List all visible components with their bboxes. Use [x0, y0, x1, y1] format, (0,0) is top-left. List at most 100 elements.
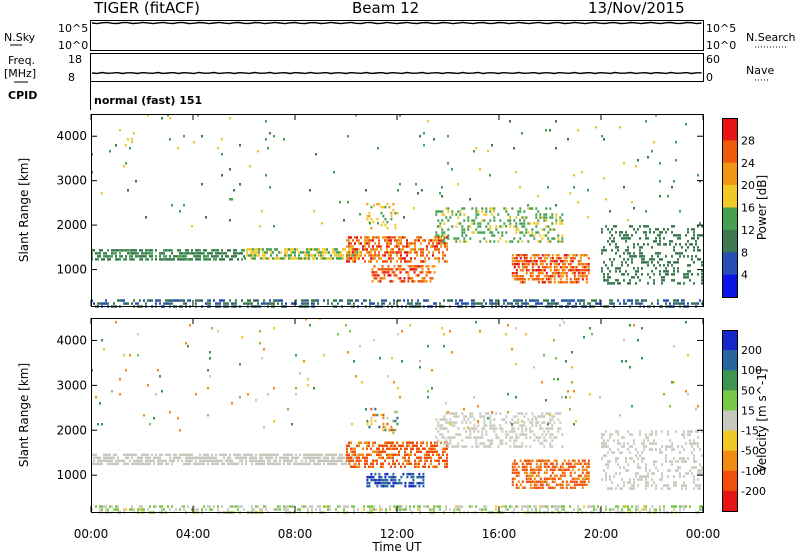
cell-r3 [398, 481, 401, 485]
cell-r6 [511, 468, 514, 471]
cell-r1 [199, 249, 201, 252]
cell-r0 [461, 299, 463, 302]
cell-r5 [370, 217, 373, 221]
cell-r8 [669, 261, 671, 264]
cell-r1 [169, 456, 171, 460]
cell-r8 [631, 405, 633, 408]
cell-r1 [129, 453, 131, 457]
cell-r0 [677, 299, 679, 302]
cell-r1 [143, 252, 145, 255]
cell-r2 [396, 459, 398, 462]
cell-r0 [229, 299, 231, 302]
cell-r4 [415, 268, 418, 271]
cell-r0 [579, 302, 581, 305]
cell-r8 [553, 339, 555, 342]
cell-r7 [563, 257, 566, 260]
cell-r2 [408, 444, 410, 447]
cell-r8 [629, 237, 631, 240]
nsearch-tick-top: 10^5 [706, 22, 737, 35]
colorbar-swatch [722, 390, 737, 411]
cell-r4 [392, 428, 395, 432]
cell-r2 [438, 453, 440, 456]
cell-r1 [329, 453, 331, 457]
cell-r5 [455, 421, 458, 424]
cell-r8 [603, 273, 605, 276]
cell-r0 [281, 299, 283, 302]
cell-r1 [149, 462, 151, 466]
cell-r0 [553, 505, 555, 508]
cell-r3 [420, 481, 423, 485]
cell-r6 [583, 477, 586, 480]
cell-r2 [446, 456, 448, 459]
cell-r6 [467, 216, 470, 219]
cell-r6 [541, 480, 544, 483]
cell-r3 [378, 254, 380, 257]
cell-r6 [441, 231, 444, 234]
cell-r4 [389, 268, 392, 271]
cell-r9 [659, 195, 661, 198]
cell-r5 [519, 445, 522, 448]
cell-r0 [467, 302, 469, 305]
cell-r0 [377, 302, 379, 305]
cell-r4 [370, 416, 373, 420]
cell-r0 [283, 505, 285, 508]
cell-r2 [394, 453, 396, 456]
cell-r6 [505, 240, 508, 243]
cell-r0 [343, 505, 345, 508]
cell-r2 [350, 465, 352, 468]
cell-r5 [521, 427, 524, 430]
cell-r4 [390, 428, 393, 432]
cell-r2 [378, 447, 380, 450]
cell-r1 [197, 456, 199, 460]
cell-r7 [621, 436, 623, 439]
cell-r8 [623, 234, 625, 237]
cell-r7 [571, 254, 574, 257]
cell-r8 [611, 282, 613, 285]
cell-r5 [483, 445, 486, 448]
cell-r1 [263, 459, 265, 463]
cell-r5 [487, 439, 490, 442]
cell-r0 [263, 299, 265, 302]
cell-r3 [396, 260, 398, 263]
cell-r3 [376, 481, 379, 485]
cell-r2 [288, 257, 290, 260]
cell-r8 [693, 228, 695, 231]
cell-r5 [523, 421, 526, 424]
cell-r0 [455, 505, 457, 508]
cell-r0 [507, 302, 509, 305]
cell-r0 [503, 302, 505, 305]
cell-r0 [403, 299, 405, 302]
cell-r2 [350, 441, 352, 444]
cell-r9 [283, 138, 285, 141]
cell-r0 [207, 302, 209, 305]
cell-r7 [629, 481, 631, 484]
cell-r7 [609, 448, 611, 451]
cell-r3 [382, 236, 384, 239]
cell-r8 [119, 393, 121, 396]
cell-r6 [529, 462, 532, 465]
cell-r0 [279, 505, 281, 508]
cell-r1 [107, 258, 109, 261]
cell-r3 [352, 245, 354, 248]
cell-r4 [411, 265, 414, 268]
cell-r6 [499, 237, 502, 240]
cell-r5 [477, 430, 480, 433]
cell-r3 [390, 242, 392, 245]
cell-r8 [533, 366, 535, 369]
cell-r8 [659, 231, 661, 234]
cell-r0 [409, 302, 411, 305]
cell-r0 [657, 302, 659, 305]
cell-r3 [392, 481, 395, 485]
cell-r7 [623, 466, 625, 469]
cell-r7 [693, 439, 695, 442]
cell-r3 [368, 254, 370, 257]
cell-r2 [348, 444, 350, 447]
cell-r6 [527, 474, 530, 477]
cell-r5 [551, 415, 554, 418]
cell-r7 [647, 484, 649, 487]
cell-r2 [322, 248, 324, 251]
cell-r9 [125, 144, 127, 147]
cell-r1 [97, 252, 99, 255]
cell-r6 [527, 222, 530, 225]
cell-r7 [645, 475, 647, 478]
